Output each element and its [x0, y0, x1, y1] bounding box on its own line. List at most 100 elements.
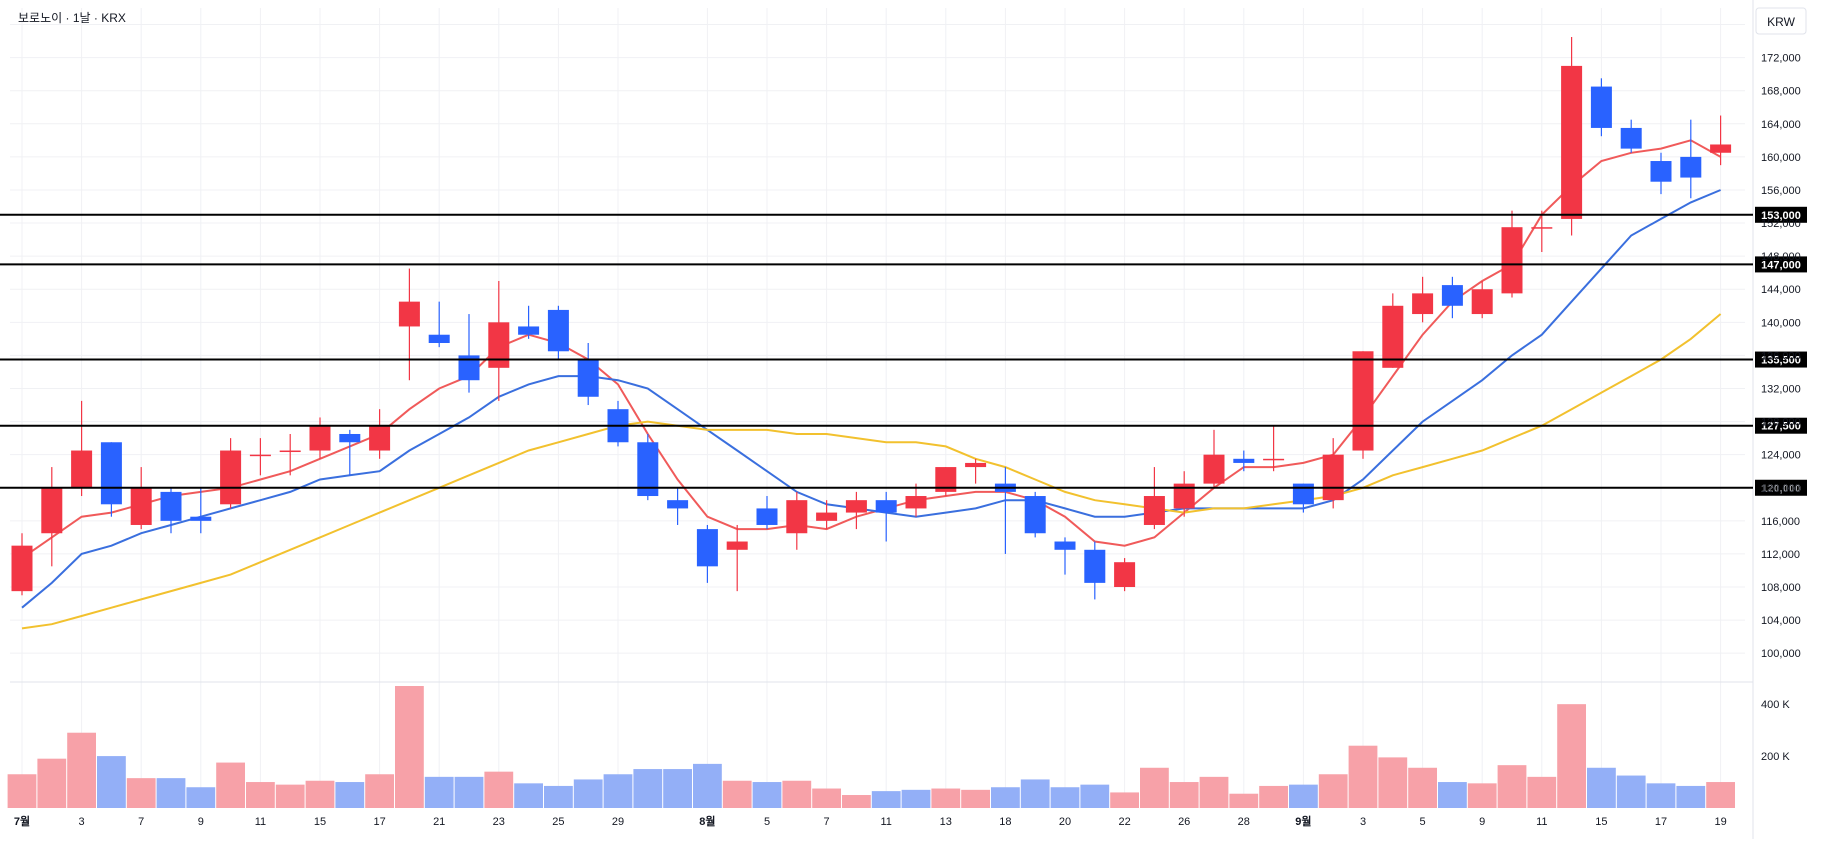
candle — [1471, 280, 1493, 319]
candle — [220, 438, 242, 509]
candle-body — [577, 359, 599, 397]
candle-body — [279, 450, 301, 453]
volume-bar — [1289, 784, 1318, 808]
x-tick-label: 29 — [612, 816, 624, 828]
x-tick-label: 3 — [79, 816, 85, 828]
volume-bar — [1110, 792, 1139, 808]
x-tick-label: 15 — [1595, 816, 1607, 828]
volume-bar — [1348, 745, 1378, 808]
candle — [71, 400, 93, 497]
y-tick-label: 156,000 — [1761, 185, 1801, 197]
candle — [160, 487, 182, 534]
y-tick-label: 168,000 — [1761, 86, 1801, 98]
level-label-bg — [1755, 351, 1807, 368]
volume-bar — [1646, 783, 1676, 808]
volume-bar — [871, 791, 901, 808]
y-tick-label: 160,000 — [1761, 152, 1801, 164]
candle — [756, 496, 778, 530]
x-tick-label: 7 — [138, 816, 144, 828]
chart-title: 보로노이 · 1날 · KRX — [18, 11, 126, 25]
time-axis: 7월 3 7 9 11 15 17 21 23 25 29 8월 5 7 11 13 18 20 22 26 28 9월 3… — [14, 814, 1727, 828]
candle-body — [1024, 496, 1046, 534]
volume-bar — [544, 785, 573, 808]
candle — [1441, 276, 1463, 319]
candle — [1501, 210, 1523, 298]
candle — [547, 305, 569, 360]
y-tick-label: 136,000 — [1761, 350, 1801, 362]
y-tick-label: 144,000 — [1761, 284, 1801, 296]
candle-body — [1203, 454, 1225, 484]
candle-body — [488, 322, 510, 368]
candle — [309, 417, 331, 459]
candle-body — [458, 355, 480, 381]
volume-bar — [1199, 776, 1229, 808]
candle — [786, 491, 808, 550]
volume-bar — [1140, 767, 1169, 808]
candle-body — [875, 500, 897, 513]
candle-body — [309, 425, 331, 451]
candle-body — [1412, 293, 1434, 315]
horizontal-levels: 153,000 147,000 135,500 127,500 120,000 — [0, 206, 1807, 496]
candle-body — [1263, 458, 1285, 461]
candle — [607, 400, 629, 447]
x-tick-label: 7 — [824, 816, 830, 828]
candle-body — [816, 512, 838, 521]
volume-bar — [424, 776, 454, 808]
volume-bar — [633, 769, 663, 808]
y-tick-label: 128,000 — [1761, 417, 1801, 429]
volume-bar — [1318, 774, 1348, 808]
candle-body — [220, 450, 242, 505]
volume-bar — [1497, 765, 1527, 808]
x-tick-label: 13 — [940, 816, 952, 828]
volume-bar — [1587, 767, 1616, 808]
volume-bar — [901, 789, 931, 808]
volume-bar — [1616, 775, 1646, 808]
level-label: 120,000 — [1761, 483, 1801, 495]
y-tick-label: 112,000 — [1761, 549, 1800, 561]
candle — [1114, 558, 1136, 592]
candle — [11, 533, 33, 596]
moving-average-lines — [21, 139, 1722, 630]
candle-body — [130, 487, 152, 525]
y-tick-label: 152,000 — [1761, 218, 1801, 230]
y-tick-label: 120,000 — [1761, 483, 1801, 495]
volume-bar — [1229, 793, 1259, 808]
candle — [726, 524, 748, 592]
candle-body — [1710, 144, 1732, 153]
volume-bar — [812, 788, 841, 808]
candle — [458, 314, 480, 393]
candle-body — [1441, 285, 1463, 306]
x-tick-label: 15 — [314, 816, 326, 828]
x-tick-label: 25 — [552, 816, 564, 828]
currency-label: KRW — [1767, 15, 1795, 29]
candle — [518, 305, 540, 339]
candle — [577, 343, 599, 406]
volume-bar — [842, 795, 871, 808]
volume-bar — [1557, 704, 1586, 808]
volume-bar — [395, 686, 424, 808]
candle-body — [398, 301, 420, 327]
candle-body — [756, 508, 778, 525]
candle-body — [726, 541, 748, 550]
candle-body — [160, 491, 182, 521]
moving-average-line — [21, 189, 1721, 609]
currency-badge[interactable]: KRW — [1755, 7, 1807, 35]
x-tick-label: 26 — [1178, 816, 1190, 828]
candle — [1322, 438, 1344, 509]
level-label-bg — [1755, 206, 1807, 223]
volume-bar — [156, 778, 186, 808]
volume-bar — [7, 774, 37, 808]
level-label-bg — [1755, 256, 1807, 273]
candle-body — [1084, 549, 1106, 583]
volume-bar — [693, 763, 722, 808]
candle-body — [1382, 305, 1404, 368]
x-tick-label: 9 — [1479, 816, 1485, 828]
x-tick-label: 11 — [1536, 816, 1547, 828]
candle — [637, 433, 659, 501]
volume-bar — [573, 779, 603, 808]
candle — [369, 409, 391, 459]
candle-body — [1650, 161, 1672, 182]
candle-body — [1173, 483, 1195, 509]
